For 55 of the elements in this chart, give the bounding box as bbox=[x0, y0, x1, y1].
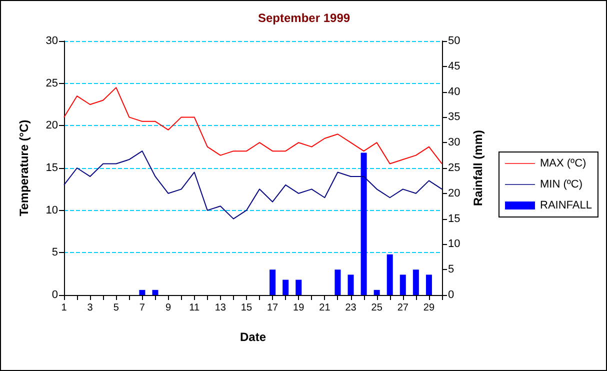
bar bbox=[374, 290, 380, 295]
x-tick-label: 11 bbox=[189, 302, 200, 314]
y-tick-label: 0 bbox=[52, 289, 58, 301]
legend-label: MAX (ºC) bbox=[540, 158, 586, 170]
bar bbox=[348, 274, 354, 295]
x-tick-label: 1 bbox=[61, 302, 68, 314]
y2-tick-label: 30 bbox=[448, 136, 460, 149]
line-series bbox=[64, 87, 442, 164]
y2-tick-label: 15 bbox=[448, 212, 460, 225]
bar bbox=[360, 152, 367, 295]
y2-tick-label: 20 bbox=[448, 187, 460, 200]
x-tick-label: 19 bbox=[293, 302, 305, 314]
y2-tick-label: 40 bbox=[448, 86, 460, 98]
y-tick-label: 15 bbox=[46, 162, 58, 174]
bar bbox=[282, 280, 289, 295]
y2-tick-label: 5 bbox=[448, 264, 454, 276]
x-tick-label: 21 bbox=[319, 302, 331, 314]
y2-tick-label: 0 bbox=[448, 289, 454, 301]
x-tick-label: 9 bbox=[165, 302, 172, 314]
y-tick-label: 20 bbox=[46, 120, 58, 132]
y-axis-title: Temperature (°C) bbox=[17, 120, 31, 216]
y2-tick-label: 25 bbox=[448, 162, 460, 174]
bar bbox=[426, 274, 432, 295]
x-tick-label: 27 bbox=[397, 302, 409, 314]
x-tick-label: 23 bbox=[345, 302, 357, 314]
bar bbox=[296, 280, 302, 295]
y2-tick-label: 50 bbox=[448, 35, 460, 47]
x-tick-label: 3 bbox=[87, 302, 94, 314]
bar bbox=[386, 254, 393, 295]
bar bbox=[139, 290, 146, 295]
bar bbox=[412, 270, 419, 295]
y2-tick-label: 35 bbox=[448, 111, 460, 124]
x-tick-label: 17 bbox=[266, 302, 279, 314]
bar bbox=[152, 290, 158, 295]
bar bbox=[400, 274, 406, 295]
legend-label: RAINFALL bbox=[540, 200, 592, 212]
x-axis-title: Date bbox=[240, 330, 266, 344]
chart-title: September 1999 bbox=[258, 11, 350, 25]
x-tick-label: 13 bbox=[214, 302, 226, 314]
y2-axis-title: Rainfall (mm) bbox=[471, 130, 485, 206]
x-tick-label: 29 bbox=[423, 302, 435, 314]
y-tick-label: 25 bbox=[46, 77, 58, 90]
x-tick-label: 7 bbox=[139, 302, 146, 314]
x-tick-label: 5 bbox=[113, 302, 120, 314]
y-tick-label: 30 bbox=[46, 35, 58, 47]
bar bbox=[334, 270, 341, 295]
bar bbox=[270, 270, 276, 295]
x-tick-label: 25 bbox=[371, 302, 383, 314]
line-series bbox=[64, 150, 442, 220]
legend-label: MIN (ºC) bbox=[540, 178, 583, 190]
x-tick-label: 15 bbox=[240, 302, 252, 314]
y2-tick-label: 10 bbox=[448, 238, 460, 250]
y-tick-label: 5 bbox=[52, 246, 58, 259]
y2-tick-label: 45 bbox=[448, 60, 460, 72]
y-tick-label: 10 bbox=[46, 204, 58, 216]
